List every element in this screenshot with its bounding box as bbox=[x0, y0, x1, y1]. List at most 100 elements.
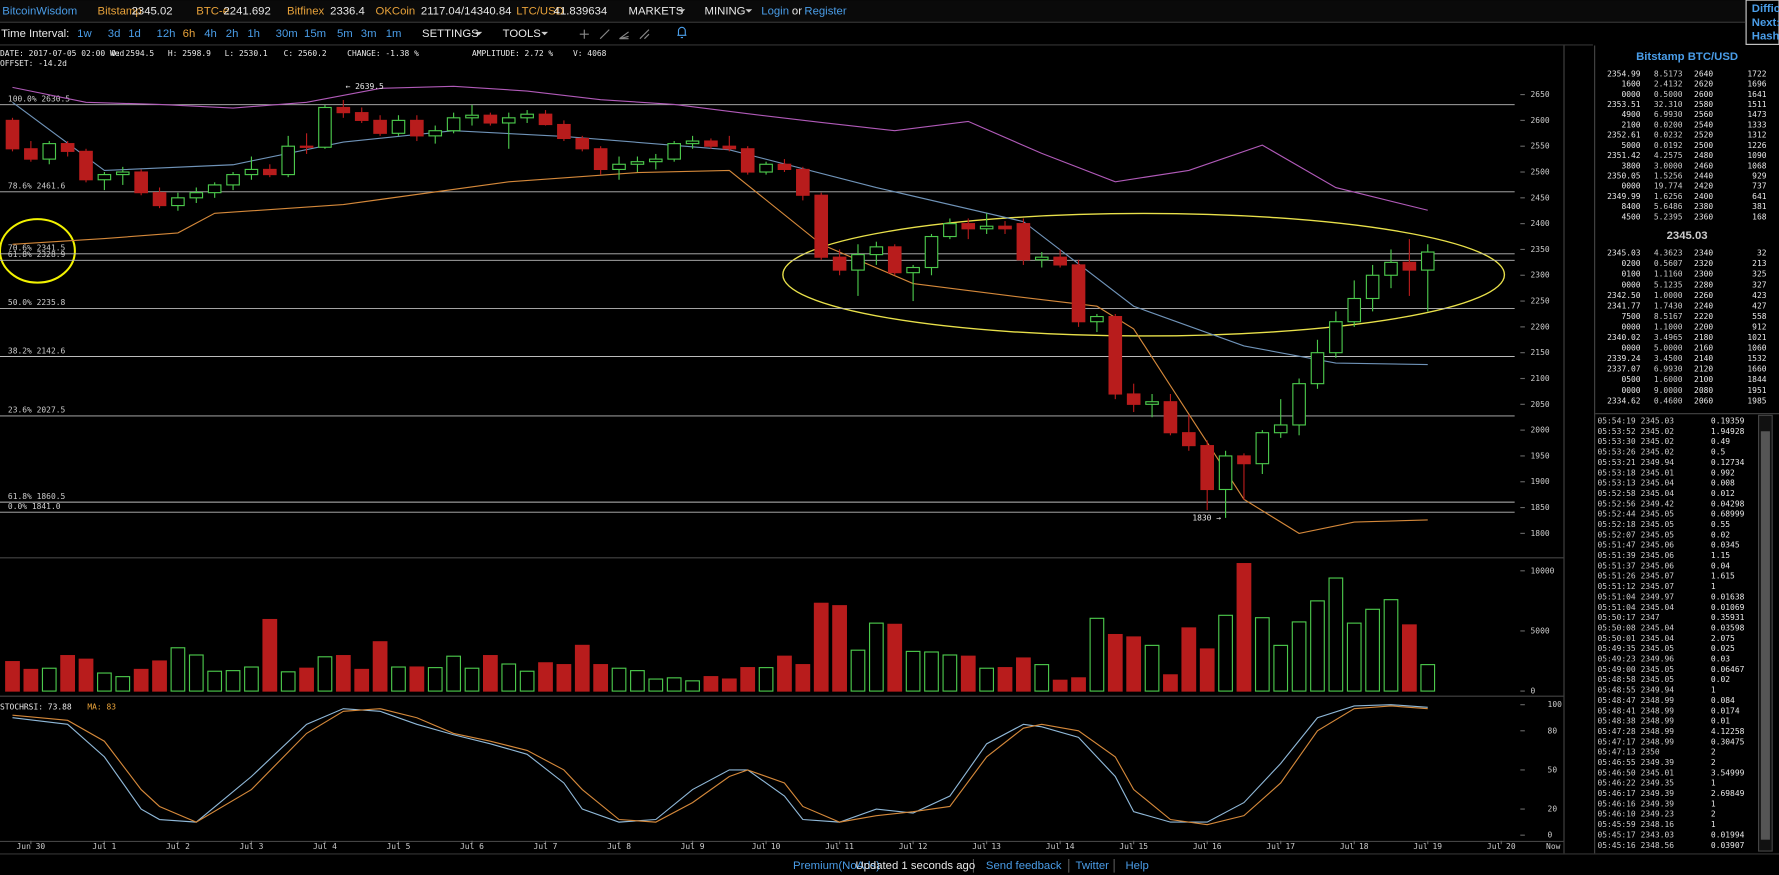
book-level: 2200 bbox=[1694, 322, 1713, 331]
ticker-name: LTC/USD bbox=[516, 5, 564, 17]
menu[interactable]: MARKETS bbox=[629, 5, 684, 17]
trade-time: 05:52:56 bbox=[1597, 499, 1635, 508]
x-tick-label: Jul 1 bbox=[92, 842, 116, 851]
trade-price: 2345.04 bbox=[1641, 479, 1675, 488]
y-tick-label: 1850 bbox=[1531, 503, 1550, 512]
book-count: 423 bbox=[1752, 291, 1767, 300]
info-offset: OFFSET: -14.2d bbox=[0, 59, 67, 68]
interval[interactable]: 5m bbox=[337, 28, 353, 40]
tools[interactable]: TOOLS bbox=[503, 28, 542, 40]
book-price: 5000 bbox=[1621, 141, 1640, 150]
book-count: 427 bbox=[1752, 301, 1767, 310]
candle-body bbox=[391, 119, 406, 134]
ticker-price: 41.839634 bbox=[554, 5, 608, 17]
interval[interactable]: 12h bbox=[157, 28, 176, 40]
stoch-tick-label: 100 bbox=[1548, 700, 1563, 709]
footer-twitter[interactable]: Twitter bbox=[1076, 860, 1110, 872]
stoch-tick-label: 50 bbox=[1548, 765, 1558, 774]
trade-price: 2345.02 bbox=[1641, 427, 1675, 436]
trade-time: 05:46:22 bbox=[1597, 779, 1635, 788]
volume-bar bbox=[1420, 664, 1436, 692]
x-tick-label: Jul 11 bbox=[825, 842, 854, 851]
trade-amount: 0.06467 bbox=[1711, 665, 1745, 674]
x-tick-label: Jul 3 bbox=[239, 842, 263, 851]
trade-amount: 2 bbox=[1711, 810, 1716, 819]
book-count: 325 bbox=[1752, 270, 1767, 279]
volume-bar bbox=[23, 668, 39, 692]
info-item: CHANGE: -1.38 % bbox=[347, 49, 419, 58]
candle-body bbox=[318, 106, 332, 148]
candle-body bbox=[832, 256, 847, 271]
book-amount: 5.0000 bbox=[1654, 344, 1683, 353]
volume-bar bbox=[832, 605, 847, 692]
volume-bar bbox=[1328, 577, 1344, 692]
volume-bar bbox=[317, 656, 333, 692]
volume-bar bbox=[354, 668, 370, 692]
scrollbar-thumb[interactable] bbox=[1760, 431, 1770, 840]
trade-time: 05:49:35 bbox=[1597, 644, 1635, 653]
icon-line[interactable] bbox=[599, 29, 610, 40]
info-item: C: 2560.2 bbox=[284, 49, 327, 58]
candle-body bbox=[1347, 297, 1362, 323]
interval[interactable]: 1m bbox=[386, 28, 402, 40]
book-price: 2354.99 bbox=[1607, 69, 1641, 78]
x-tick-label: Jul 13 bbox=[972, 842, 1001, 851]
interval[interactable]: 6h bbox=[183, 28, 196, 40]
book-count: 641 bbox=[1752, 192, 1767, 201]
trade-price: 2345.05 bbox=[1641, 644, 1675, 653]
trade-time: 05:51:04 bbox=[1597, 603, 1635, 612]
candle-body bbox=[759, 163, 773, 173]
trade-time: 05:52:58 bbox=[1597, 489, 1635, 498]
interval[interactable]: 2h bbox=[226, 28, 239, 40]
ticker-price: 2345.02 bbox=[132, 5, 173, 17]
book-level: 2060 bbox=[1694, 396, 1713, 405]
icon-plus[interactable] bbox=[579, 29, 589, 39]
interval[interactable]: 3d bbox=[108, 28, 121, 40]
trade-time: 05:45:16 bbox=[1597, 841, 1635, 850]
y-tick-label: 2200 bbox=[1531, 322, 1550, 331]
book-count: 168 bbox=[1752, 212, 1767, 221]
interval[interactable]: 1w bbox=[77, 28, 92, 40]
trade-price: 2345.04 bbox=[1641, 623, 1675, 632]
trade-amount: 2.075 bbox=[1711, 634, 1735, 643]
interval[interactable]: 4h bbox=[204, 28, 217, 40]
login[interactable]: Login bbox=[761, 5, 789, 17]
trade-price: 2345.07 bbox=[1641, 572, 1675, 581]
book-level: 2620 bbox=[1694, 80, 1713, 89]
footer-help[interactable]: Help bbox=[1125, 860, 1148, 872]
trade-amount: 0.084 bbox=[1711, 696, 1735, 705]
interval[interactable]: 30m bbox=[276, 28, 298, 40]
book-level: 2240 bbox=[1694, 301, 1713, 310]
trade-amount: 0.35931 bbox=[1711, 613, 1745, 622]
volume-bar bbox=[538, 662, 553, 692]
icon-bell[interactable] bbox=[677, 26, 687, 39]
volume-bar bbox=[501, 663, 517, 692]
candle-body bbox=[612, 163, 626, 170]
book-price: 0000 bbox=[1621, 322, 1640, 331]
footer-feedback[interactable]: Send feedback bbox=[986, 860, 1062, 872]
tool-icons[interactable] bbox=[579, 26, 687, 40]
settings[interactable]: SETTINGS bbox=[422, 28, 479, 40]
icon-fan[interactable] bbox=[619, 31, 629, 40]
interval[interactable]: 3m bbox=[361, 28, 377, 40]
x-tick-label: Jul 4 bbox=[313, 842, 337, 851]
icon-pencil[interactable] bbox=[639, 29, 650, 40]
candle-body bbox=[704, 140, 718, 147]
book-level: 2260 bbox=[1694, 291, 1713, 300]
trade-time: 05:53:26 bbox=[1597, 448, 1635, 457]
menu[interactable]: MINING bbox=[705, 5, 746, 17]
interval[interactable]: 1h bbox=[247, 28, 260, 40]
trade-time: 05:53:18 bbox=[1597, 468, 1635, 477]
book-count: 1312 bbox=[1747, 131, 1766, 140]
interval[interactable]: 15m bbox=[304, 28, 326, 40]
candle-body bbox=[777, 163, 792, 170]
volume-bar bbox=[887, 623, 903, 692]
candle-body bbox=[226, 174, 240, 186]
register[interactable]: Register bbox=[804, 5, 846, 17]
y-tick-label: 1950 bbox=[1531, 451, 1550, 460]
book-count: 1060 bbox=[1747, 344, 1766, 353]
candle-body bbox=[575, 137, 590, 150]
interval[interactable]: 1d bbox=[128, 28, 141, 40]
footer-premium[interactable]: Premium(NoAds) bbox=[793, 860, 880, 872]
book-price: 0000 bbox=[1621, 182, 1640, 191]
